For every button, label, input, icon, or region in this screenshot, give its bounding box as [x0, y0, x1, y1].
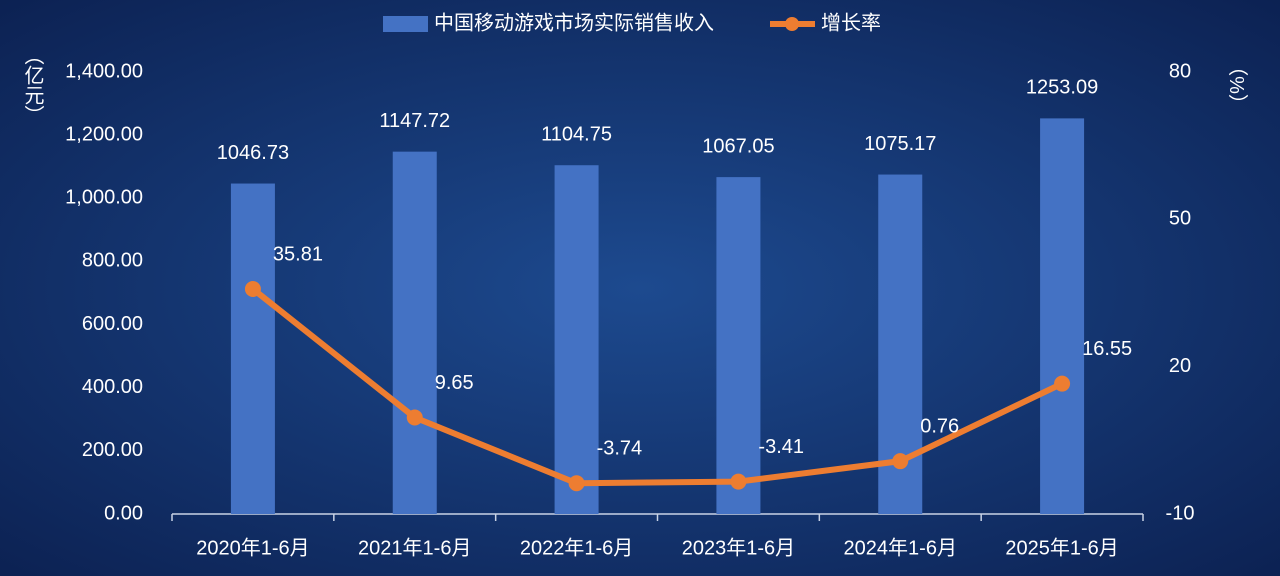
y-tick-label: 1,400.00: [65, 60, 143, 82]
x-tick-label: 2024年1-6月: [844, 536, 957, 559]
y-tick-label: 1,000.00: [65, 187, 143, 209]
y-tick-label: 200.00: [82, 439, 143, 461]
bar-value-label: 1067.05: [702, 135, 774, 157]
line-value-label: 9.65: [435, 372, 474, 394]
legend-label: 中国移动游戏市场实际销售收入: [434, 11, 714, 34]
legend-swatch-marker: [785, 17, 799, 31]
bar: [716, 177, 761, 514]
line-value-label: 0.76: [920, 415, 959, 437]
line-value-label: -3.41: [758, 436, 804, 458]
bar-value-label: 1046.73: [217, 142, 289, 164]
line-marker: [892, 453, 909, 470]
bar-value-label: 1253.09: [1026, 77, 1098, 99]
line: [251, 286, 1064, 487]
x-tick-label: 2023年1-6月: [682, 536, 795, 559]
line-marker: [244, 281, 261, 298]
line-value-label: -3.74: [597, 438, 643, 460]
bar-value-label: 1075.17: [864, 133, 936, 155]
bar-value-label: 1147.72: [379, 110, 450, 132]
x-tick-label: 2022年1-6月: [520, 536, 633, 559]
x-tick-label: 2021年1-6月: [358, 536, 471, 559]
y2-tick-label: 80: [1169, 60, 1191, 82]
bar-value-label: 1104.75: [541, 123, 612, 145]
bar: [392, 151, 437, 514]
y2-tick-label: 50: [1169, 208, 1191, 230]
y-tick-label: 800.00: [82, 250, 143, 272]
bar: [1040, 118, 1085, 514]
x-tick-label: 2020年1-6月: [196, 536, 309, 559]
line-marker: [568, 475, 585, 492]
legend-swatch: [383, 16, 428, 32]
y2-axis-title: （%）: [1225, 56, 1248, 114]
bar: [230, 183, 275, 514]
y-axis-title: （亿元）: [21, 45, 44, 125]
line-marker: [1054, 375, 1071, 392]
line-value-label: 35.81: [273, 243, 323, 265]
y-tick-label: 1,200.00: [65, 123, 143, 145]
line-marker: [406, 409, 423, 426]
line-value-label: 16.55: [1082, 338, 1132, 360]
line-marker: [730, 473, 747, 490]
y-tick-label: 0.00: [104, 502, 143, 524]
legend-label: 增长率: [821, 11, 881, 34]
x-tick-label: 2025年1-6月: [1005, 536, 1118, 559]
y-tick-label: 400.00: [82, 376, 143, 398]
y-tick-label: 600.00: [82, 313, 143, 335]
bar: [554, 165, 599, 514]
y2-tick-label: -10: [1166, 502, 1195, 524]
y2-tick-label: 20: [1169, 355, 1191, 377]
